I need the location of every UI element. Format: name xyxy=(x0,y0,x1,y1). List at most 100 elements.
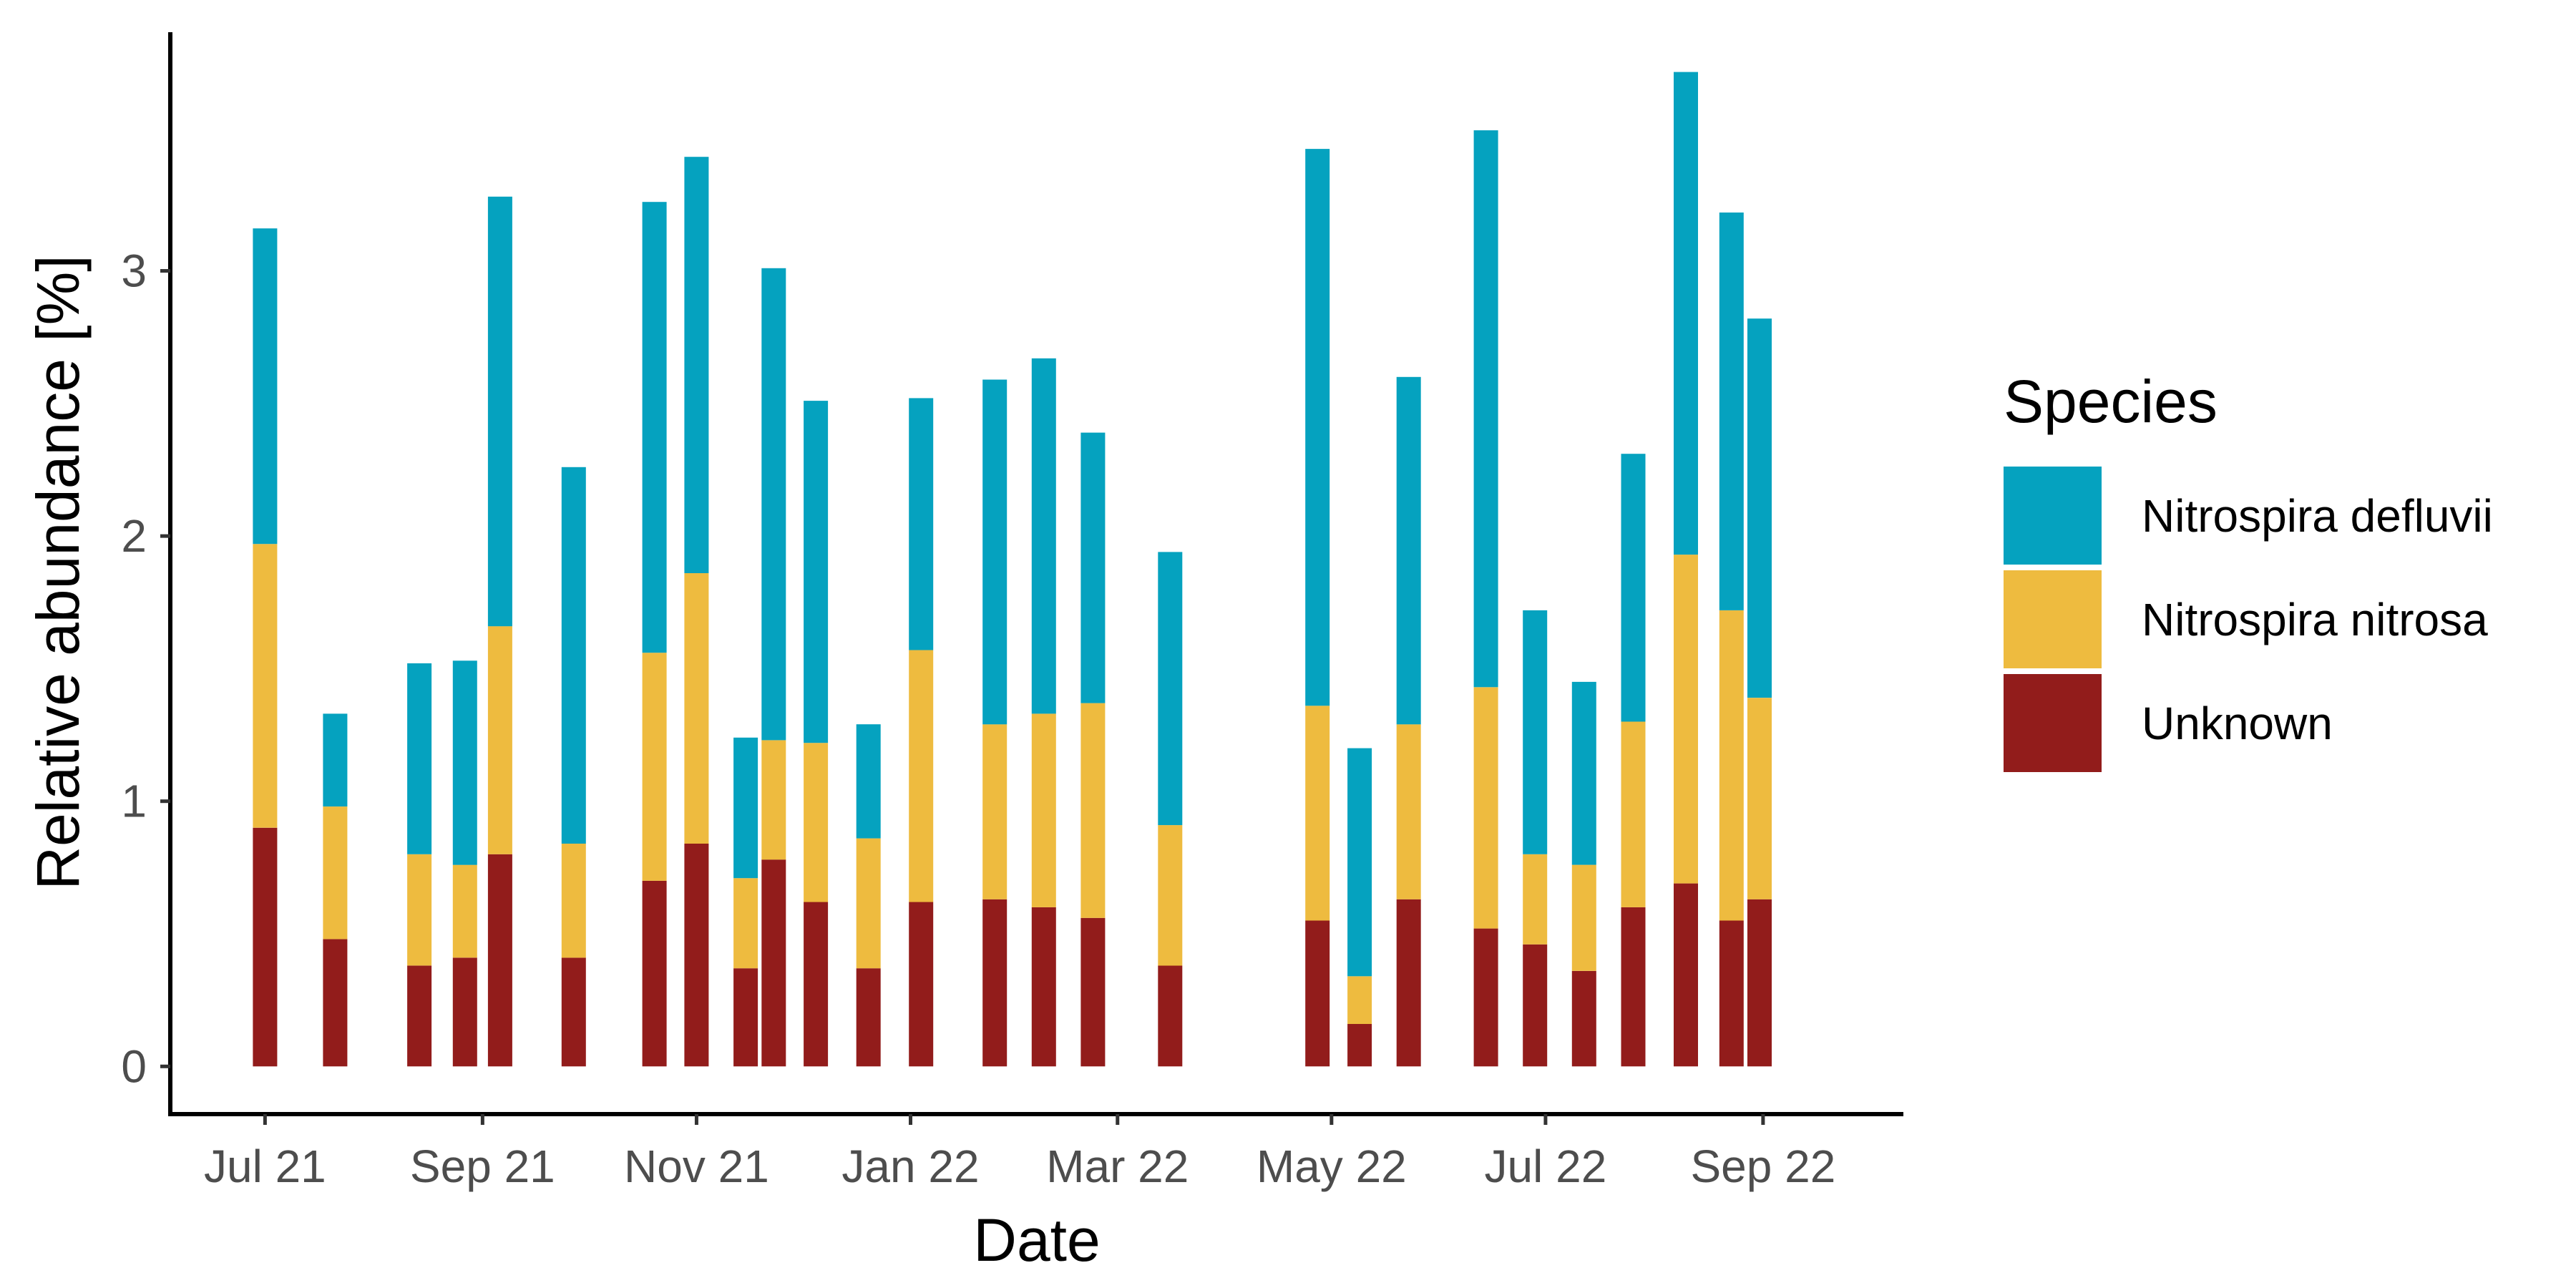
x-tick-label: Mar 22 xyxy=(1046,1141,1189,1192)
bar-nitrospira-nitrosa-12 xyxy=(856,838,881,969)
x-axis-title: Date xyxy=(973,1206,1100,1274)
bar-nitrospira-defluvii-16 xyxy=(1080,432,1106,703)
bar-nitrospira-defluvii-26 xyxy=(1719,213,1744,610)
bar-nitrospira-nitrosa-23 xyxy=(1571,864,1596,971)
bar-nitrospira-nitrosa-13 xyxy=(909,650,934,902)
bar-unknown-7 xyxy=(642,880,667,1067)
bar-nitrospira-nitrosa-4 xyxy=(452,864,477,958)
bar-nitrospira-nitrosa-1 xyxy=(253,544,278,828)
bar-nitrospira-defluvii-20 xyxy=(1396,376,1421,725)
bar-nitrospira-nitrosa-3 xyxy=(407,854,432,966)
legend-label-unknown: Unknown xyxy=(2142,698,2333,749)
legend: Species Nitrospira defluvii Nitrospira ni… xyxy=(2004,368,2493,772)
bar-unknown-12 xyxy=(856,968,881,1067)
bar-nitrospira-nitrosa-22 xyxy=(1523,854,1548,945)
legend-swatch-nitrospira-nitrosa xyxy=(2004,570,2102,668)
bar-nitrospira-nitrosa-17 xyxy=(1158,825,1183,966)
bar-unknown-11 xyxy=(804,902,829,1067)
bar-unknown-1 xyxy=(253,827,278,1067)
bar-nitrospira-defluvii-10 xyxy=(761,268,786,741)
x-tick-label: Sep 22 xyxy=(1690,1141,1835,1192)
y-tick-label: 1 xyxy=(121,776,147,827)
bar-nitrospira-defluvii-6 xyxy=(561,467,586,844)
bar-nitrospira-defluvii-12 xyxy=(856,724,881,839)
bar-nitrospira-defluvii-17 xyxy=(1158,552,1183,826)
bar-nitrospira-defluvii-24 xyxy=(1621,454,1646,722)
bar-nitrospira-nitrosa-2 xyxy=(323,806,348,940)
bar-nitrospira-nitrosa-8 xyxy=(684,573,709,844)
bar-unknown-2 xyxy=(323,939,348,1067)
bar-nitrospira-nitrosa-18 xyxy=(1305,706,1330,921)
bar-nitrospira-nitrosa-6 xyxy=(561,844,586,958)
bar-unknown-13 xyxy=(909,902,934,1067)
bar-nitrospira-nitrosa-11 xyxy=(804,743,829,902)
bar-unknown-10 xyxy=(761,859,786,1067)
bar-nitrospira-nitrosa-20 xyxy=(1396,724,1421,899)
bars-layer xyxy=(253,72,1772,1067)
y-tick-label: 0 xyxy=(121,1040,147,1092)
bar-unknown-16 xyxy=(1080,917,1106,1067)
bar-nitrospira-nitrosa-21 xyxy=(1473,687,1498,929)
bar-nitrospira-defluvii-14 xyxy=(982,379,1008,725)
bar-unknown-25 xyxy=(1674,883,1698,1067)
legend-swatch-nitrospira-defluvii xyxy=(2004,467,2102,565)
bar-unknown-22 xyxy=(1523,944,1548,1067)
bar-nitrospira-defluvii-2 xyxy=(323,713,348,807)
bar-nitrospira-defluvii-9 xyxy=(733,737,758,879)
x-axis-ticks: Jul 21 Sep 21 Nov 21 Jan 22 Mar 22 May 22 Jul … xyxy=(204,1114,1835,1192)
bar-nitrospira-defluvii-22 xyxy=(1523,610,1548,854)
bar-nitrospira-nitrosa-15 xyxy=(1031,713,1056,907)
bar-unknown-15 xyxy=(1031,907,1056,1067)
bar-nitrospira-nitrosa-24 xyxy=(1621,721,1646,907)
bar-nitrospira-nitrosa-26 xyxy=(1719,610,1744,921)
bar-unknown-24 xyxy=(1621,907,1646,1067)
x-tick-label: Sep 21 xyxy=(410,1141,555,1192)
bar-nitrospira-defluvii-23 xyxy=(1571,681,1596,865)
bar-unknown-5 xyxy=(487,854,512,1067)
bar-nitrospira-nitrosa-19 xyxy=(1347,976,1372,1024)
bar-nitrospira-defluvii-7 xyxy=(642,202,667,653)
bar-nitrospira-nitrosa-25 xyxy=(1674,555,1698,884)
bar-nitrospira-defluvii-21 xyxy=(1473,130,1498,688)
bar-unknown-17 xyxy=(1158,965,1183,1067)
y-tick-label: 3 xyxy=(121,245,147,297)
legend-label-nitrospira-defluvii: Nitrospira defluvii xyxy=(2142,490,2493,542)
bar-nitrospira-defluvii-5 xyxy=(487,196,512,627)
y-tick-label: 2 xyxy=(121,510,147,562)
y-axis-ticks: 0 1 2 3 xyxy=(121,245,170,1092)
bar-unknown-3 xyxy=(407,965,432,1067)
bar-unknown-8 xyxy=(684,844,709,1067)
bar-nitrospira-defluvii-27 xyxy=(1747,318,1772,698)
bar-nitrospira-defluvii-15 xyxy=(1031,358,1056,714)
bar-unknown-9 xyxy=(733,968,758,1067)
bar-unknown-23 xyxy=(1571,970,1596,1067)
bar-nitrospira-nitrosa-7 xyxy=(642,653,667,881)
x-tick-label: Nov 21 xyxy=(624,1141,769,1192)
bar-unknown-27 xyxy=(1747,899,1772,1067)
bar-nitrospira-nitrosa-27 xyxy=(1747,698,1772,899)
bar-nitrospira-defluvii-4 xyxy=(452,660,477,865)
bar-unknown-20 xyxy=(1396,899,1421,1067)
x-tick-label: Jan 22 xyxy=(841,1141,979,1192)
legend-label-nitrospira-nitrosa: Nitrospira nitrosa xyxy=(2142,594,2488,645)
bar-unknown-18 xyxy=(1305,920,1330,1067)
bar-nitrospira-nitrosa-5 xyxy=(487,626,512,854)
bar-unknown-14 xyxy=(982,899,1008,1067)
x-tick-label: Jul 21 xyxy=(204,1141,326,1192)
bar-nitrospira-nitrosa-10 xyxy=(761,740,786,860)
bar-nitrospira-defluvii-25 xyxy=(1674,72,1698,555)
bar-unknown-26 xyxy=(1719,920,1744,1067)
legend-title: Species xyxy=(2004,368,2218,435)
bar-nitrospira-nitrosa-9 xyxy=(733,878,758,969)
bar-unknown-4 xyxy=(452,957,477,1067)
x-tick-label: Jul 22 xyxy=(1485,1141,1607,1192)
bar-nitrospira-defluvii-19 xyxy=(1347,748,1372,977)
bar-unknown-21 xyxy=(1473,928,1498,1067)
bar-nitrospira-defluvii-11 xyxy=(804,401,829,743)
bar-nitrospira-defluvii-13 xyxy=(909,398,934,650)
bar-nitrospira-nitrosa-16 xyxy=(1080,703,1106,918)
bar-nitrospira-defluvii-3 xyxy=(407,663,432,854)
y-axis-title: Relative abundance [%] xyxy=(24,255,92,889)
x-tick-label: May 22 xyxy=(1257,1141,1407,1192)
